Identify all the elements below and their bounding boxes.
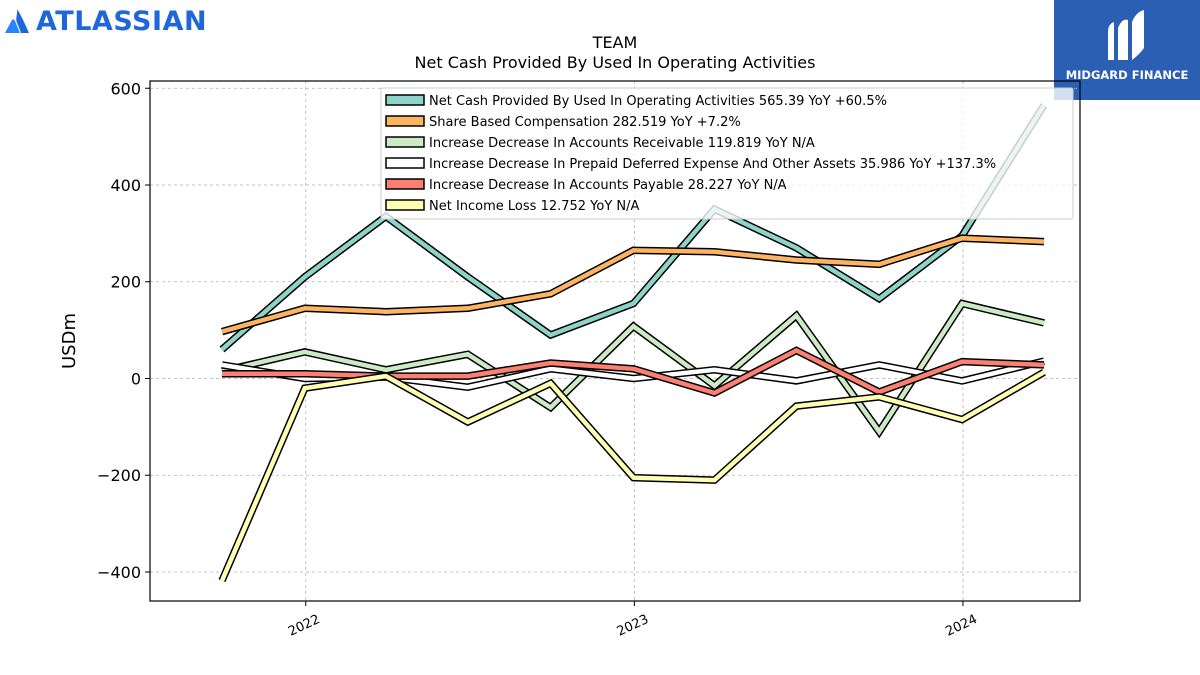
y-tick-label: 600 — [110, 79, 141, 98]
series-line-fill — [219, 370, 1046, 582]
y-axis-ticks: 600 400 200 0 −200 −400 — [97, 79, 150, 582]
series-line-fill — [222, 347, 1045, 396]
y-tick-label: −200 — [97, 466, 141, 485]
legend-label: Net Cash Provided By Used In Operating A… — [429, 94, 887, 109]
legend-label: Increase Decrease In Prepaid Deferred Ex… — [429, 157, 996, 172]
atlassian-logo-icon — [5, 9, 29, 33]
legend-swatch — [385, 115, 425, 127]
brand-name: ATLASSIAN — [36, 5, 208, 37]
x-axis-ticks: 2022 2023 2024 — [286, 601, 980, 640]
legend-label: Net Income Loss 12.752 YoY N/A — [429, 199, 640, 214]
legend-label: Increase Decrease In Accounts Payable 28… — [429, 178, 787, 193]
series-layer — [218, 103, 1048, 583]
series-line-fill — [220, 104, 1046, 352]
y-tick-label: 0 — [131, 369, 141, 388]
x-tick-label: 2024 — [943, 612, 979, 640]
badge-text: MIDGARD FINANCE — [1065, 68, 1189, 82]
legend-swatch — [385, 94, 425, 106]
midgard-finance-badge: MIDGARD FINANCE — [1054, 0, 1200, 100]
legend-swatch — [385, 199, 425, 211]
series-line-4 — [222, 346, 1045, 398]
y-axis-label: USDm — [59, 313, 80, 369]
brand-logo: ATLASSIAN — [4, 4, 207, 38]
y-tick-label: 200 — [110, 273, 141, 292]
chart-title: TEAM — [592, 33, 638, 52]
legend-swatch — [385, 178, 425, 190]
legend-box — [380, 87, 1074, 220]
series-line-0 — [219, 103, 1048, 353]
x-tick-label: 2022 — [286, 612, 322, 640]
legend: Net Cash Provided By Used In Operating A… — [380, 87, 1074, 220]
series-line-fill — [221, 300, 1045, 436]
y-tick-label: −400 — [97, 563, 141, 582]
midgard-logo-icon — [1108, 10, 1144, 60]
legend-label: Increase Decrease In Accounts Receivable… — [429, 136, 815, 151]
series-line-fill — [221, 235, 1045, 334]
series-line-1 — [220, 234, 1045, 336]
legend-swatch — [385, 157, 425, 169]
x-tick-label: 2023 — [615, 612, 651, 640]
legend-swatch — [385, 136, 425, 148]
legend-label: Share Based Compensation 282.519 YoY +7.… — [429, 115, 741, 130]
series-line-5 — [218, 368, 1046, 583]
plot-frame — [149, 80, 1081, 602]
y-tick-label: 400 — [110, 176, 141, 195]
series-line-2 — [221, 299, 1045, 439]
chart-subtitle: Net Cash Provided By Used In Operating A… — [415, 53, 816, 72]
